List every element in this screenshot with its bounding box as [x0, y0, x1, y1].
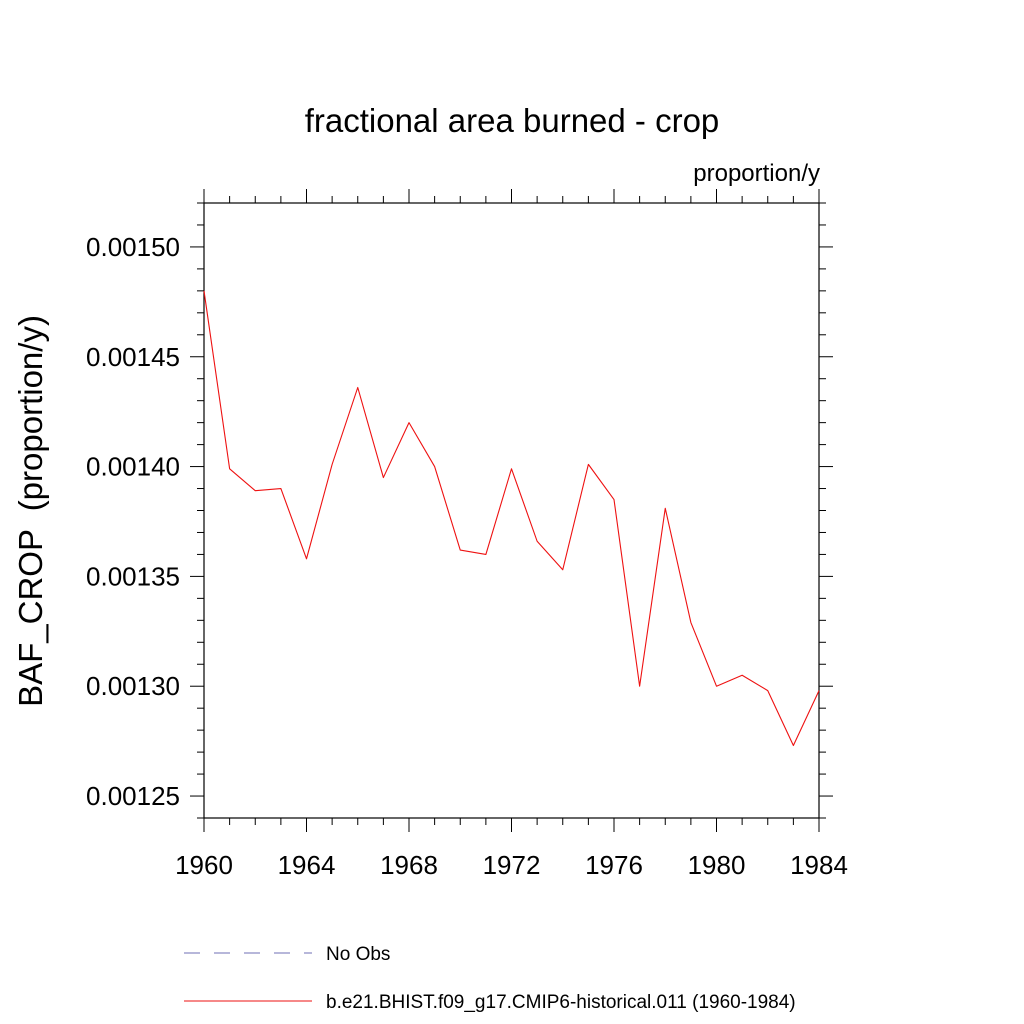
- x-tick-label: 1972: [483, 850, 541, 880]
- x-tick-label: 1976: [585, 850, 643, 880]
- chart-title: fractional area burned - crop: [305, 102, 720, 139]
- x-axis-ticks: 1960 1964 1968 1972 1976 1980 1984: [175, 189, 848, 880]
- y-tick-label: 0.00145: [86, 342, 180, 372]
- y-tick-label: 0.00135: [86, 561, 180, 591]
- legend-label-1: b.e21.BHIST.f09_g17.CMIP6-historical.011…: [326, 992, 796, 1013]
- y-tick-label: 0.00140: [86, 452, 180, 482]
- y-tick-label: 0.00125: [86, 781, 180, 811]
- legend-label-0: No Obs: [326, 944, 390, 965]
- x-tick-label: 1980: [688, 850, 746, 880]
- y-axis-label: BAF_CROP (proportion/y): [12, 315, 49, 707]
- units-label: proportion/y: [693, 160, 820, 187]
- x-tick-label: 1984: [790, 850, 848, 880]
- x-tick-label: 1968: [380, 850, 438, 880]
- plot-frame: [203, 202, 820, 819]
- y-axis-ticks: 0.00125 0.00130 0.00135 0.00140 0.00145 0.001…: [86, 202, 833, 819]
- y-tick-label: 0.00150: [86, 232, 180, 262]
- plot-border: [203, 202, 820, 819]
- x-tick-label: 1964: [278, 850, 336, 880]
- series-layer: [203, 290, 820, 747]
- y-tick-label: 0.00130: [86, 671, 180, 701]
- x-tick-label: 1960: [175, 850, 233, 880]
- legend: No Obs b.e21.BHIST.f09_g17.CMIP6-historic…: [184, 944, 796, 1013]
- series-line-1: [203, 290, 820, 747]
